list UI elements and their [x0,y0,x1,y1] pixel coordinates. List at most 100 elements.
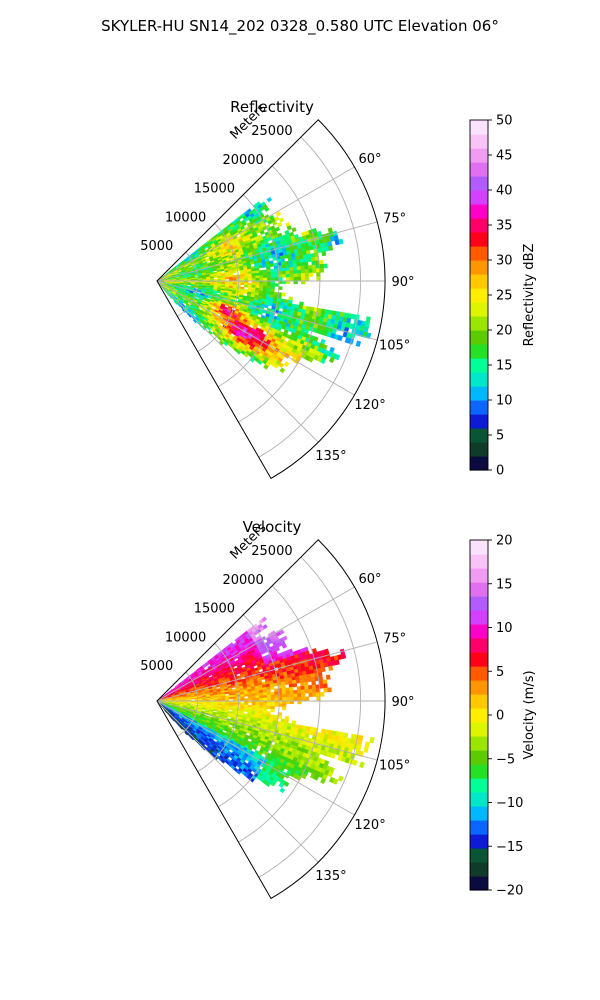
radar-cell [228,278,234,281]
radar-cell [266,269,271,273]
radar-cell [266,196,273,203]
radar-cell [270,694,275,699]
radar-cell [293,269,298,275]
radar-cell [266,689,271,693]
reflectivity-title: Reflectivity [230,98,314,116]
radar-cell [293,276,298,281]
radar-cell [232,276,237,280]
colorbar-segment [470,344,488,359]
colorbar-segment [470,764,488,779]
colorbar-segment [470,582,488,597]
radar-cell [240,278,245,281]
radar-cell [240,698,245,701]
reflectivity-polar-plot: 60°75°90°105°120°135°5000100001500020000… [140,100,415,480]
colorbar-segment [470,428,488,443]
range-tick-label: 10000 [165,630,206,645]
radar-cell [296,686,302,691]
radar-cell [355,340,362,348]
radar-cell [263,283,268,287]
radar-cell [266,285,272,290]
radar-cell [270,283,275,287]
colorbar-segment [470,652,488,667]
radar-cell [300,685,305,691]
radar-cell [292,683,298,688]
radar-cell [274,697,279,701]
colorbar-tick-label: 35 [496,219,513,234]
radar-cell [327,687,332,693]
radar-cell [274,283,279,287]
theta-tick-label: 60° [359,572,382,587]
radar-cell [266,694,272,699]
radar-cell [263,277,268,281]
theta-tick-label: 135° [315,869,346,884]
reflectivity-panel: Reflectivity 60°75°90°105°120°135°500010… [140,98,537,480]
radar-cell [274,271,279,276]
colorbar-segment [470,414,488,429]
radar-cell [266,283,272,287]
radar-cell [259,702,264,707]
radar-cell [274,226,281,232]
radar-cell [319,267,325,273]
radar-cell [259,272,264,276]
radar-cell [225,698,230,701]
radar-cell [311,260,317,266]
colorbar-tick-label: 40 [496,184,513,199]
radar-cell [228,707,233,711]
radar-cell [247,698,253,701]
radar-cell [308,272,313,277]
radar-cell [358,734,364,742]
radar-cell [282,697,287,701]
radar-cell [269,686,275,690]
radar-cell [217,698,222,701]
colorbar-tick-label: 10 [496,621,513,636]
radar-cell [270,274,275,279]
radar-cell [308,692,313,697]
radar-cell [232,270,237,274]
radar-cell [296,266,302,271]
radar-cell [337,775,344,782]
radar-cell [322,679,328,685]
radar-cell [285,697,291,701]
radar-cell [283,361,290,368]
radar-cell [293,273,298,278]
radar-cell [175,698,180,700]
radar-cell [300,262,305,267]
radar-cell [284,264,290,269]
colorbar-segment [470,302,488,317]
radar-cell [281,684,286,689]
range-tick-label: 5000 [140,659,173,674]
colorbar-tick-label: 10 [496,394,513,409]
radar-cell [232,696,237,700]
colorbar-segment [470,120,488,135]
radar-cell [244,278,249,281]
radar-cell [270,277,276,281]
radar-cell [323,687,328,693]
colorbar-segment [470,624,488,639]
radar-cell [364,321,370,328]
radar-cell [311,684,317,690]
colorbar-tick-label: −5 [496,752,515,767]
radar-cell [319,692,325,697]
theta-tick-label: 60° [359,152,382,167]
colorbar-segment [470,246,488,261]
radar-cell [365,316,371,323]
radar-cell [304,689,310,694]
radar-cell [274,274,279,278]
radar-cell [232,278,238,281]
radar-cell [318,259,324,265]
colorbar-tick-label: 15 [496,577,513,592]
colorbar-segment [470,596,488,611]
radar-cell [264,206,270,213]
radar-cell [263,695,268,699]
radar-cell [304,696,310,701]
radar-cell [317,671,323,677]
radar-cell [289,273,294,278]
radar-cell [321,251,327,257]
radar-cell [297,696,302,701]
radar-cell [243,284,249,288]
colorbar-tick-label: 5 [496,429,504,444]
colorbar-segment [470,372,488,387]
radar-cell [363,746,369,753]
colorbar-tick-label: 30 [496,254,513,269]
radar-cell [303,678,309,683]
